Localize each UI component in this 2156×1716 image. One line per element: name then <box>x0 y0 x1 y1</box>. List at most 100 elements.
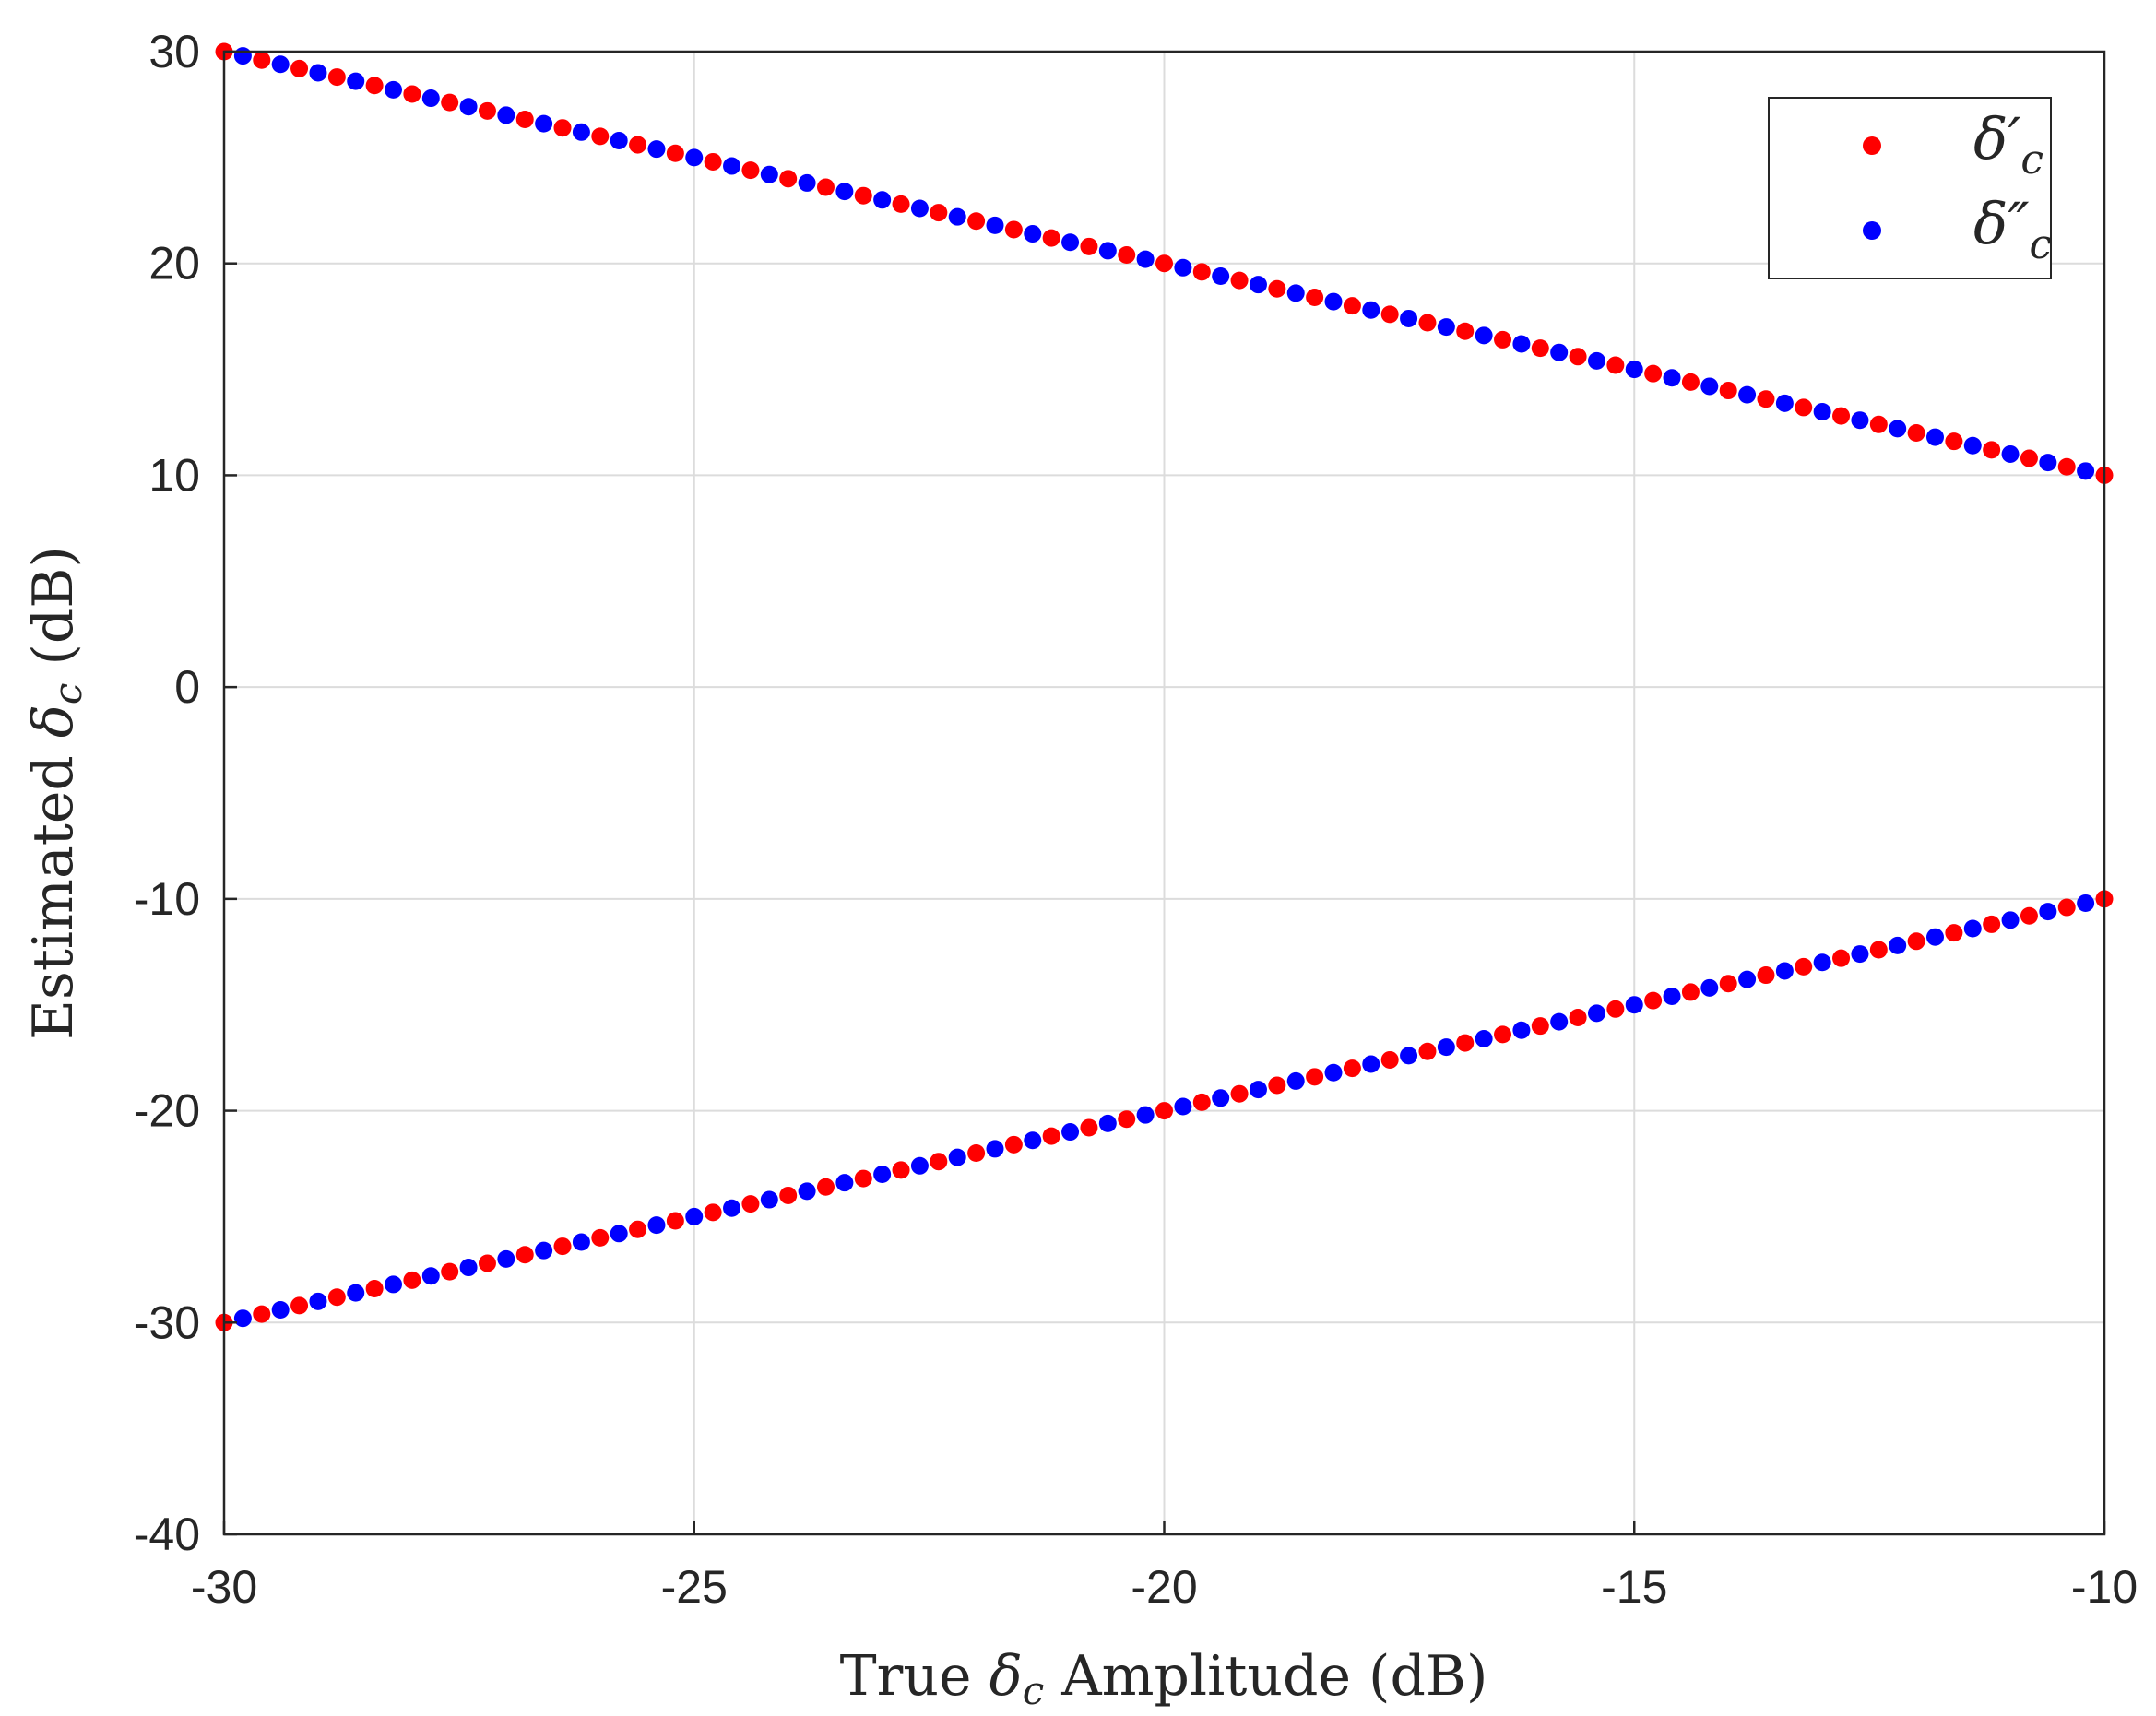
data-point-upper <box>835 183 854 201</box>
data-point-lower <box>2001 911 2020 929</box>
data-point-upper <box>1587 351 1605 370</box>
data-point-upper <box>1155 254 1173 273</box>
data-point-upper <box>1569 348 1587 366</box>
data-point-upper <box>1230 271 1249 290</box>
data-point-upper <box>572 123 590 141</box>
data-point-upper <box>1531 339 1549 358</box>
data-point-upper <box>2020 449 2038 467</box>
data-point-upper <box>515 111 534 129</box>
data-point-lower <box>798 1182 816 1201</box>
data-point-lower <box>986 1140 1004 1158</box>
data-point-lower <box>1983 915 2001 933</box>
data-point-upper <box>1945 432 1963 451</box>
data-point-upper <box>986 216 1004 234</box>
data-point-upper <box>647 140 666 159</box>
data-point-upper <box>1380 305 1399 324</box>
data-point-lower <box>854 1169 872 1188</box>
data-point-lower <box>1456 1034 1475 1052</box>
y-tick-label: 30 <box>148 26 200 77</box>
data-point-upper <box>798 173 816 192</box>
data-point-upper <box>1118 246 1136 265</box>
data-point-lower <box>1400 1047 1418 1065</box>
data-point-lower <box>1587 1004 1605 1023</box>
data-point-lower <box>1757 966 1775 985</box>
data-point-upper <box>910 199 929 218</box>
data-point-lower <box>1907 932 1925 951</box>
data-point-upper <box>1869 415 1888 433</box>
data-point-upper <box>2039 454 2057 472</box>
data-point-upper <box>478 101 496 120</box>
data-point-upper <box>1437 318 1455 337</box>
data-point-lower <box>723 1199 741 1217</box>
data-point-lower <box>535 1241 553 1260</box>
data-point-lower <box>572 1233 590 1251</box>
data-point-lower <box>365 1280 384 1298</box>
data-point-lower <box>553 1237 572 1256</box>
y-axis-title: Estimated δc (dB) <box>21 546 90 1040</box>
data-point-lower <box>1719 975 1737 993</box>
data-point-upper <box>1400 309 1418 327</box>
data-point-upper <box>967 212 986 231</box>
legend-marker-delta-prime <box>1863 136 1881 155</box>
data-point-lower <box>1681 983 1700 1001</box>
data-point-lower <box>385 1275 403 1294</box>
data-point-upper <box>1136 250 1155 268</box>
data-point-upper <box>1832 407 1851 425</box>
data-point-lower <box>1118 1110 1136 1129</box>
data-point-lower <box>1362 1055 1380 1073</box>
data-point-upper <box>1362 301 1380 319</box>
data-point-upper <box>816 178 835 196</box>
data-point-lower <box>1380 1050 1399 1069</box>
data-point-upper <box>1324 292 1343 311</box>
data-point-lower <box>233 1309 252 1328</box>
data-point-lower <box>1531 1017 1549 1036</box>
data-point-lower <box>441 1262 459 1281</box>
data-point-upper <box>1813 403 1831 421</box>
data-point-lower <box>478 1254 496 1272</box>
data-point-upper <box>704 152 722 171</box>
data-point-upper <box>327 68 346 87</box>
data-point-lower <box>1212 1089 1230 1107</box>
data-point-lower <box>1080 1118 1098 1137</box>
data-point-upper <box>1456 322 1475 340</box>
data-point-lower <box>1963 919 1982 938</box>
data-point-lower <box>741 1195 760 1213</box>
data-point-lower <box>1437 1038 1455 1057</box>
data-point-upper <box>892 195 910 213</box>
data-point-lower <box>2077 894 2095 912</box>
data-point-lower <box>1192 1093 1211 1111</box>
data-point-upper <box>1098 242 1117 260</box>
data-point-upper <box>1343 297 1361 315</box>
data-point-upper <box>1795 398 1813 417</box>
series-delta-prime <box>215 42 2114 1331</box>
data-point-upper <box>1625 361 1643 379</box>
data-point-lower <box>515 1246 534 1264</box>
data-point-lower <box>948 1148 966 1166</box>
data-point-upper <box>723 157 741 175</box>
data-point-upper <box>1719 382 1737 400</box>
x-tick-label: -25 <box>661 1561 728 1613</box>
data-point-upper <box>290 59 309 77</box>
data-point-lower <box>347 1284 365 1302</box>
data-point-lower <box>1869 941 1888 959</box>
data-point-upper <box>930 204 948 222</box>
x-tick-label: -15 <box>1601 1561 1667 1613</box>
data-point-lower <box>910 1156 929 1175</box>
data-point-lower <box>1286 1071 1305 1090</box>
data-point-lower <box>629 1220 647 1238</box>
data-point-upper <box>1212 266 1230 285</box>
data-point-upper <box>1418 314 1437 332</box>
data-point-upper <box>1268 279 1286 298</box>
data-point-upper <box>535 114 553 133</box>
data-point-lower <box>1136 1106 1155 1124</box>
data-point-upper <box>1663 369 1681 387</box>
data-point-upper <box>1851 411 1869 430</box>
data-point-lower <box>1775 962 1794 980</box>
data-point-upper <box>1306 288 1324 306</box>
y-tick-label: -20 <box>134 1085 200 1137</box>
data-point-lower <box>666 1212 684 1230</box>
data-point-upper <box>1192 263 1211 281</box>
data-point-lower <box>704 1203 722 1222</box>
data-point-lower <box>1795 957 1813 976</box>
data-point-lower <box>1663 988 1681 1006</box>
